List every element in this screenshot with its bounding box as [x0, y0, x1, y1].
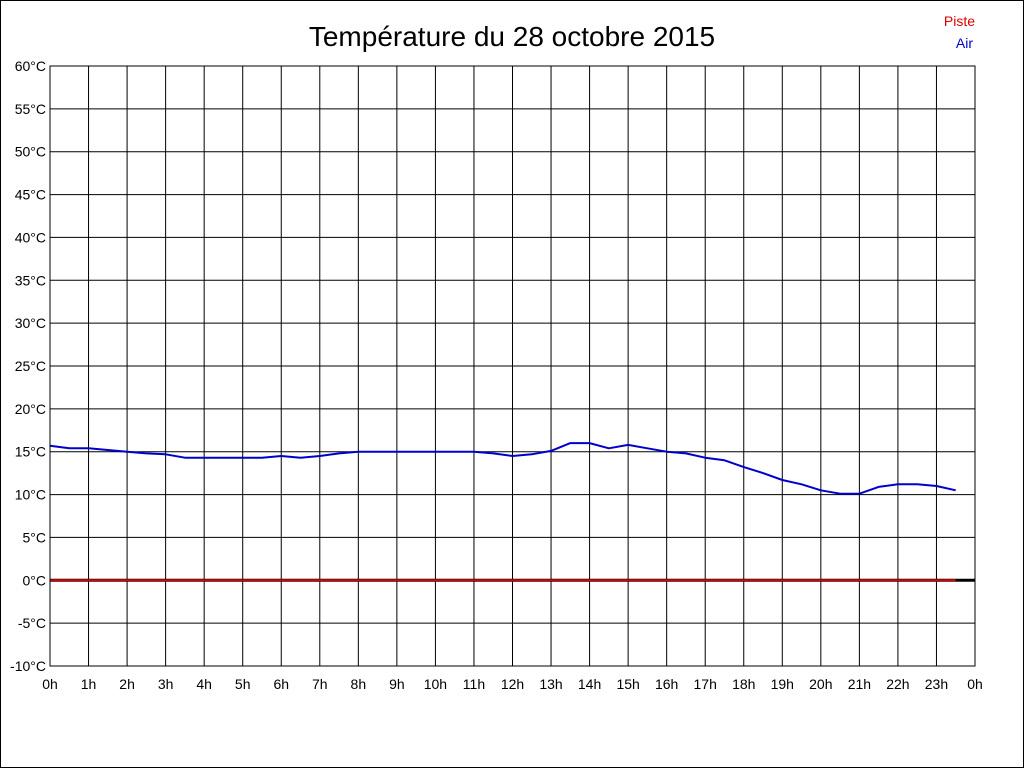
y-tick-label: 30°C — [15, 315, 46, 331]
y-tick-label: 50°C — [15, 144, 46, 160]
x-tick-label: 17h — [694, 676, 717, 692]
x-tick-label: 16h — [655, 676, 678, 692]
x-tick-label: 1h — [81, 676, 97, 692]
x-tick-label: 0h — [42, 676, 58, 692]
x-tick-label: 23h — [925, 676, 948, 692]
x-tick-label: 18h — [732, 676, 755, 692]
x-tick-label: 9h — [389, 676, 405, 692]
x-tick-label: 7h — [312, 676, 328, 692]
x-tick-label: 14h — [578, 676, 601, 692]
y-tick-label: 0°C — [23, 572, 47, 588]
y-tick-label: 45°C — [15, 187, 46, 203]
y-tick-label: -10°C — [10, 658, 46, 674]
y-tick-label: 25°C — [15, 358, 46, 374]
x-tick-label: 20h — [809, 676, 832, 692]
plot-area-border — [49, 65, 976, 667]
x-tick-label: 21h — [848, 676, 871, 692]
series-lines — [49, 442, 956, 582]
x-tick-label: 0h — [967, 676, 983, 692]
y-tick-label: 40°C — [15, 229, 46, 245]
y-tick-label: 55°C — [15, 101, 46, 117]
series-line-air — [49, 442, 956, 495]
x-tick-label: 2h — [119, 676, 135, 692]
y-tick-label: 10°C — [15, 487, 46, 503]
x-tick-label: 22h — [886, 676, 909, 692]
x-tick-label: 4h — [196, 676, 212, 692]
x-tick-label: 6h — [273, 676, 289, 692]
y-axis-ticks: -10°C -5°C 0°C 5°C 10°C 15°C 20°C 25°C 30°C 35°C 4… — [10, 58, 46, 674]
y-tick-label: 15°C — [15, 444, 46, 460]
x-tick-label: 5h — [235, 676, 251, 692]
x-tick-label: 15h — [616, 676, 639, 692]
y-tick-label: 60°C — [15, 58, 46, 74]
y-tick-label: 20°C — [15, 401, 46, 417]
x-tick-label: 8h — [351, 676, 367, 692]
x-tick-label: 19h — [771, 676, 794, 692]
y-tick-label: 5°C — [23, 529, 47, 545]
x-tick-label: 3h — [158, 676, 174, 692]
x-tick-label: 12h — [501, 676, 524, 692]
legend-entry-piste: Piste — [944, 13, 975, 29]
x-tick-label: 10h — [424, 676, 447, 692]
x-tick-label: 11h — [463, 676, 485, 692]
chart-title: Température du 28 octobre 2015 — [309, 21, 715, 52]
y-tick-label: 35°C — [15, 272, 46, 288]
grid-lines — [49, 65, 976, 667]
x-axis-ticks: 0h 1h 2h 3h 4h 5h 6h 7h 8h 9h 10h 11h 12h 13h 14h 15h 16… — [42, 676, 983, 692]
y-tick-label: -5°C — [18, 615, 46, 631]
legend-entry-air: Air — [956, 35, 973, 51]
x-tick-label: 13h — [539, 676, 562, 692]
